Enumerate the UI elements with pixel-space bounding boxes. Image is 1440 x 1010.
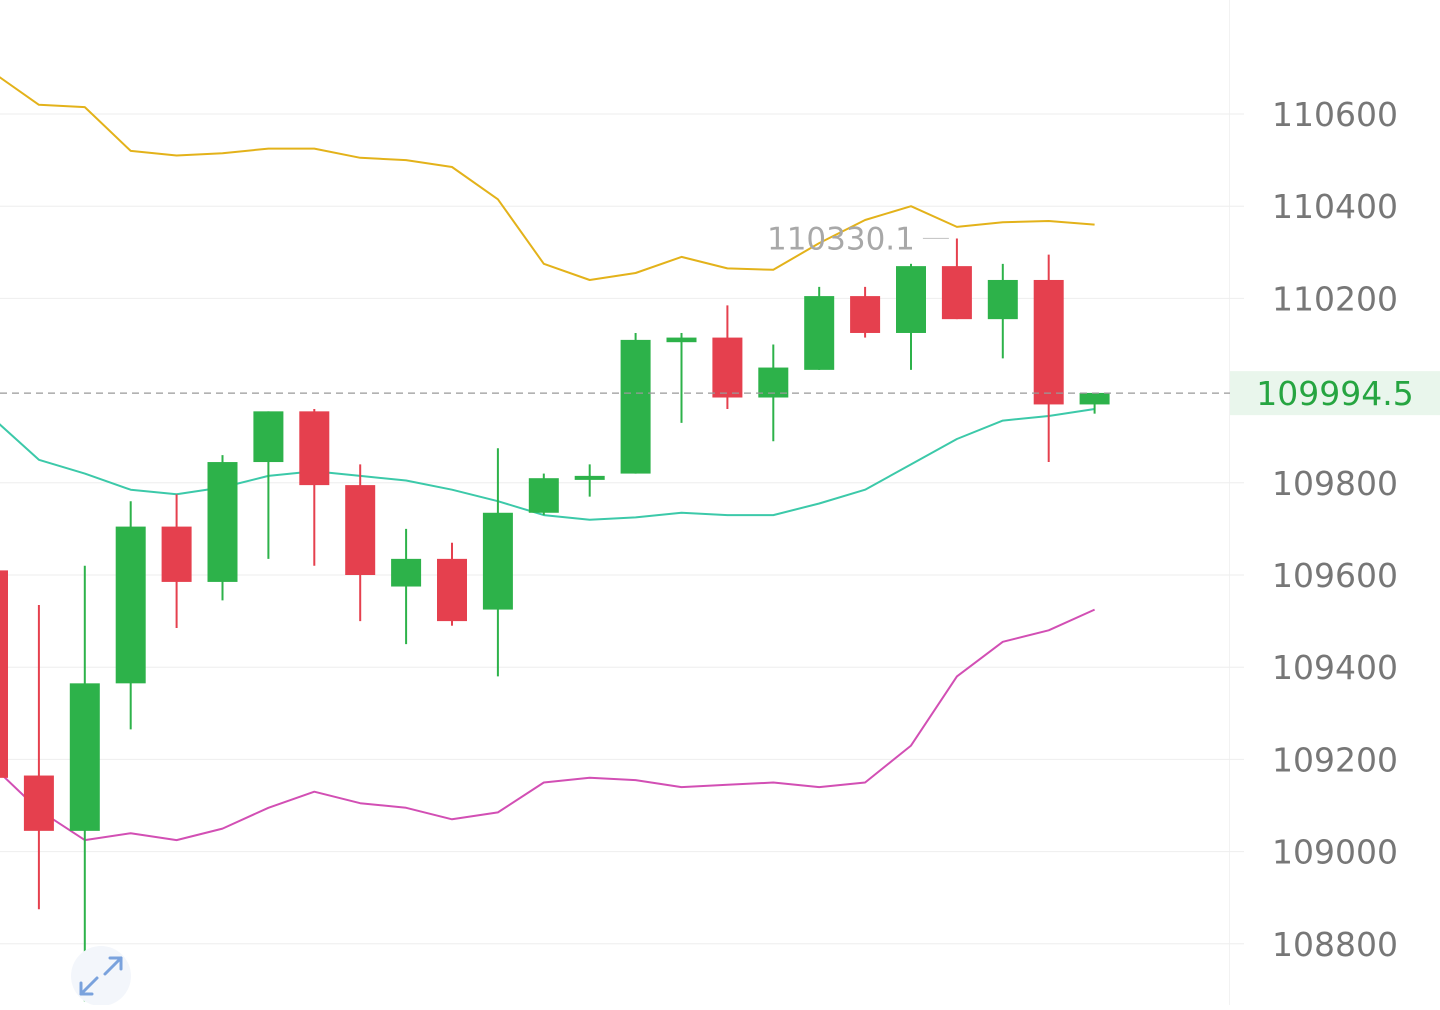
y-axis-labels: 110600 110400 110200 109800 109600 109400 1092… <box>1272 95 1398 964</box>
candle <box>804 286 835 370</box>
y-tick-label: 109800 <box>1272 464 1398 503</box>
candle-body <box>896 266 926 333</box>
y-tick-label: 109000 <box>1272 833 1398 872</box>
candle-body <box>528 478 559 513</box>
candle-body <box>987 279 1018 320</box>
candle-body <box>1033 279 1064 405</box>
candle-body <box>1079 392 1110 405</box>
candle-body <box>207 462 238 582</box>
y-tick-label: 108800 <box>1272 925 1398 964</box>
candle-body <box>345 485 376 575</box>
candle-body <box>758 367 789 398</box>
candle <box>23 604 54 910</box>
candle <box>620 332 651 474</box>
candle <box>1033 254 1064 463</box>
candle-body <box>391 558 422 587</box>
candle <box>850 286 881 338</box>
candle <box>666 332 697 423</box>
candle <box>482 448 513 677</box>
candle <box>1079 392 1110 414</box>
candle <box>0 570 8 778</box>
candle <box>896 263 926 370</box>
candle-body <box>437 558 467 622</box>
candle-body <box>0 570 8 778</box>
candle <box>437 542 467 626</box>
overlay-layer: 109994.5 110330.1 <box>0 221 1440 416</box>
y-tick-label: 110400 <box>1272 187 1398 226</box>
expand-button-bg <box>71 946 131 1006</box>
middle-band-line <box>0 408 1095 521</box>
upper-band-line <box>0 76 1095 281</box>
candle-body <box>69 683 100 831</box>
expand-icon <box>79 956 123 996</box>
candle <box>528 473 559 516</box>
candle-body <box>482 512 513 610</box>
candle <box>712 305 743 410</box>
y-axis-panel <box>1230 0 1440 1005</box>
y-tick-label: 110200 <box>1272 279 1398 318</box>
candle-body <box>620 339 651 474</box>
candle-body <box>712 337 743 398</box>
candle <box>69 565 100 1002</box>
expand-button[interactable] <box>71 946 131 1006</box>
lower-band-line <box>0 608 1096 842</box>
candle <box>207 455 238 601</box>
y-tick-label: 110600 <box>1272 95 1398 134</box>
candle-body <box>666 337 697 343</box>
candle-body <box>23 775 54 831</box>
candle <box>253 411 284 559</box>
bands-layer <box>0 76 1096 842</box>
grid-lines <box>0 113 1244 945</box>
current-price-badge <box>1230 371 1440 416</box>
candles-layer <box>0 238 1110 1002</box>
candle-body <box>253 411 284 463</box>
candle-body <box>299 411 330 486</box>
candle <box>574 464 605 497</box>
candle <box>391 528 422 645</box>
candle-body <box>115 526 146 684</box>
y-tick-label: 109600 <box>1272 556 1398 595</box>
candle-body <box>574 475 605 480</box>
candle <box>345 464 376 622</box>
current-price-label: 109994.5 <box>1256 374 1413 413</box>
max-price-label: 110330.1 <box>767 221 915 257</box>
candle <box>161 494 192 629</box>
candle <box>941 238 972 320</box>
candle <box>299 409 330 566</box>
candle <box>987 263 1018 359</box>
candle <box>115 501 146 730</box>
candle-body <box>850 296 881 333</box>
candle-body <box>941 266 972 320</box>
candle-body <box>804 296 835 370</box>
y-tick-label: 109400 <box>1272 648 1398 687</box>
candle-body <box>161 526 192 582</box>
y-tick-label: 109200 <box>1272 740 1398 779</box>
